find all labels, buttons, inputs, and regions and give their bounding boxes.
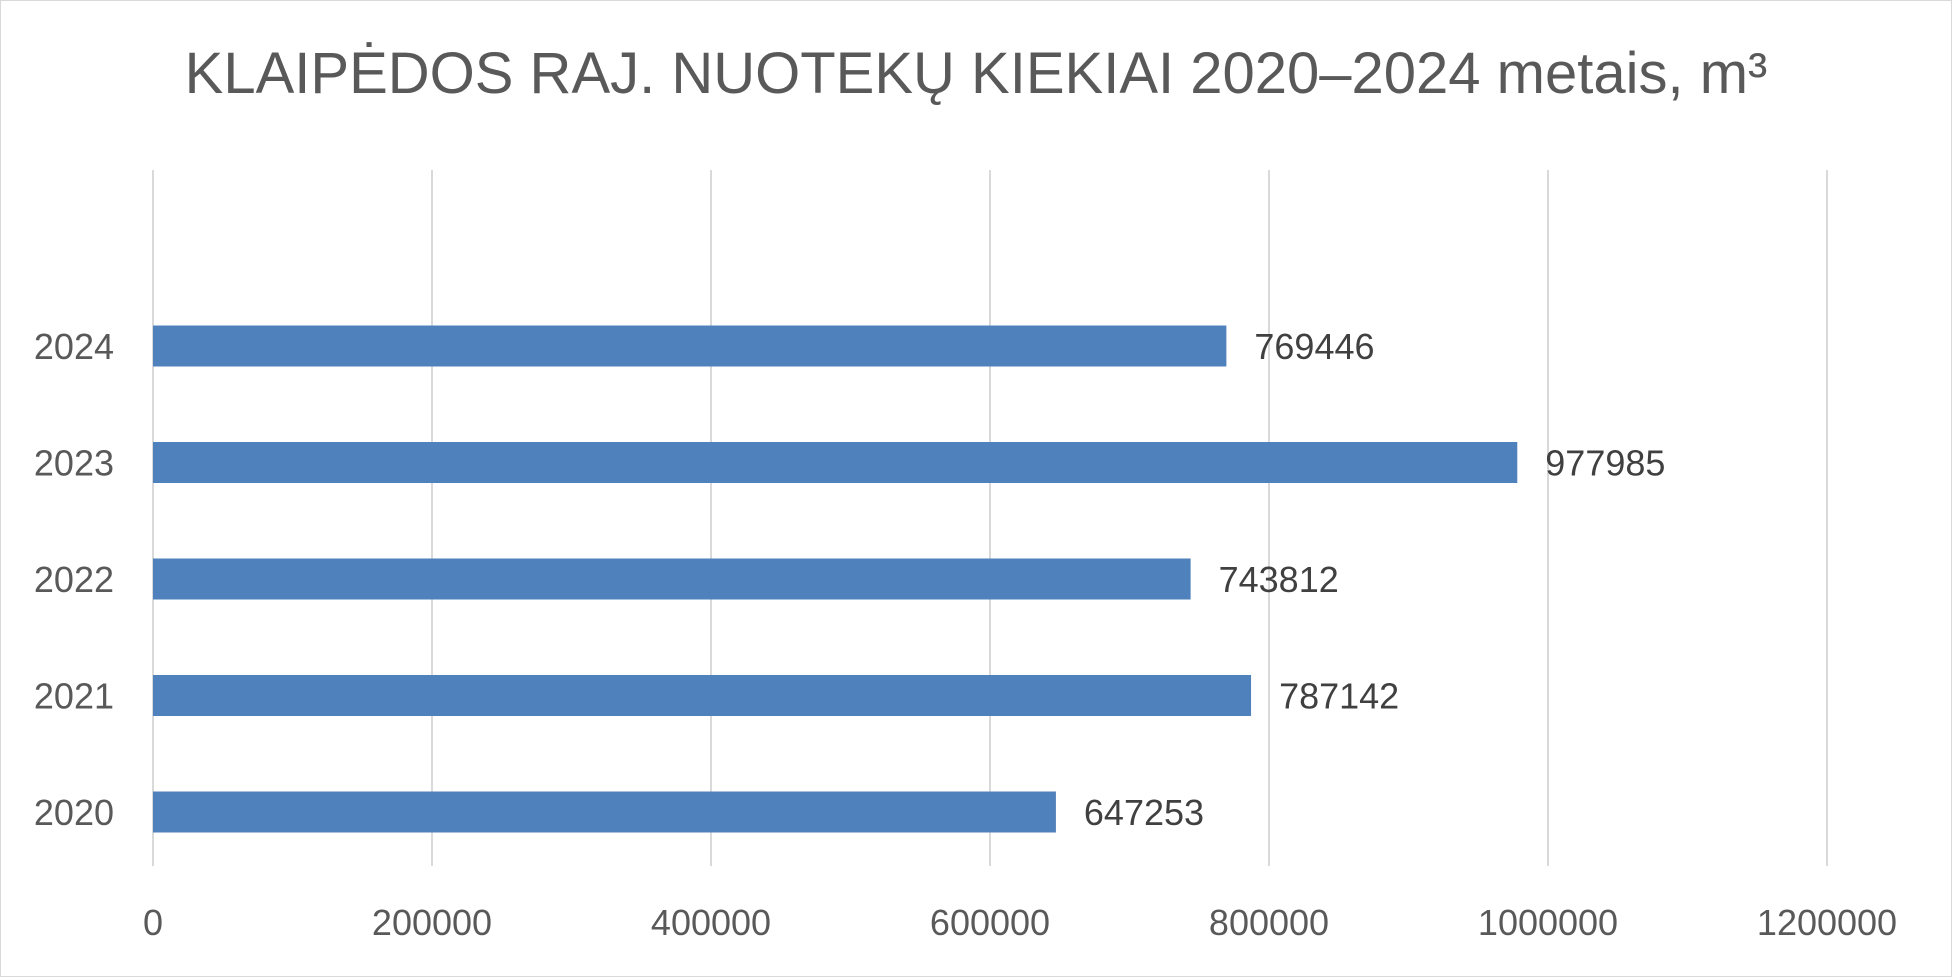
x-tick-label: 1200000: [1757, 902, 1897, 943]
y-tick-label-2022: 2022: [34, 559, 114, 600]
x-tick-label: 600000: [930, 902, 1050, 943]
chart-title: KLAIPĖDOS RAJ. NUOTEKŲ KIEKIAI 2020–2024…: [184, 41, 1768, 106]
bar-2021: [153, 675, 1252, 716]
data-labels: 647253 787142 743812 977985 769446: [1084, 326, 1666, 833]
y-tick-label-2024: 2024: [34, 326, 114, 367]
data-label-2024: 769446: [1254, 326, 1374, 367]
x-axis-ticks: 0 200000 400000 600000 800000 1000000 1200000: [143, 902, 1897, 943]
x-tick-label: 1000000: [1478, 902, 1618, 943]
data-label-2020: 647253: [1084, 792, 1204, 833]
data-label-2023: 977985: [1545, 443, 1665, 484]
bar-2023: [153, 442, 1518, 483]
x-tick-label: 200000: [372, 902, 492, 943]
y-tick-label-2020: 2020: [34, 792, 114, 833]
data-label-2021: 787142: [1279, 676, 1399, 717]
x-tick-label: 400000: [651, 902, 771, 943]
x-tick-label: 0: [143, 902, 163, 943]
x-tick-label: 800000: [1209, 902, 1329, 943]
gridlines: [152, 170, 1828, 866]
y-axis-ticks: 2020 2021 2022 2023 2024: [34, 326, 114, 833]
bar-2022: [153, 558, 1191, 600]
y-tick-label-2023: 2023: [34, 443, 114, 484]
bars: [153, 325, 1518, 833]
data-label-2022: 743812: [1219, 559, 1339, 600]
y-tick-label-2021: 2021: [34, 676, 114, 717]
bar-2020: [153, 791, 1056, 833]
bar-2024: [153, 325, 1227, 367]
